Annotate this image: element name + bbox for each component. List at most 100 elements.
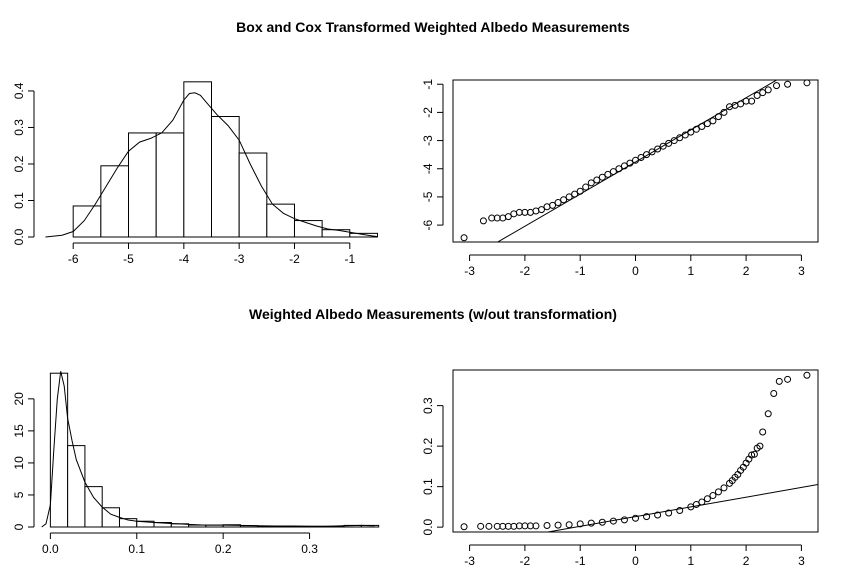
y-tick-label: 15 [12, 424, 26, 438]
y-tick-label: 0.2 [12, 155, 26, 172]
qq-point [756, 442, 764, 450]
qq-point [604, 170, 612, 178]
top-title: Box and Cox Transformed Weighted Albedo … [236, 19, 630, 35]
histogram-bar [155, 132, 185, 238]
plot-box [452, 79, 819, 243]
y-tick-label: 20 [12, 392, 26, 406]
qq-point [648, 148, 656, 156]
histogram-bar [321, 229, 351, 238]
x-tick-label: -6 [68, 252, 79, 266]
qq-point [554, 199, 562, 207]
qq-point [687, 503, 695, 511]
histogram-bar [183, 81, 213, 238]
x-tick-label: 1 [687, 554, 694, 568]
qq-point [784, 80, 792, 88]
qq-point [709, 117, 717, 125]
x-tick-label: 0.3 [301, 542, 318, 556]
qq-point [709, 492, 717, 500]
histogram-bar [266, 203, 295, 238]
x-tick-label: 3 [798, 554, 805, 568]
histogram-bar [84, 486, 103, 528]
qq-point [587, 179, 595, 187]
qq-point [703, 495, 711, 503]
qq-point [598, 518, 606, 526]
qq-point [582, 183, 590, 191]
qq-point [654, 145, 662, 153]
y-tick-label: -4 [421, 163, 435, 174]
qq-point [460, 523, 468, 531]
qq-point [748, 97, 756, 105]
qq-point [485, 522, 493, 530]
qq-point [720, 108, 728, 116]
qq-point [753, 91, 761, 99]
density-curve [45, 92, 378, 238]
qq-point [609, 168, 617, 176]
y-tick-label: -5 [421, 191, 435, 202]
qq-point [620, 516, 628, 524]
y-tick-label: 0.4 [12, 82, 26, 99]
qq-point [676, 134, 684, 142]
qq-point [659, 142, 667, 150]
qq-point [714, 488, 722, 496]
qq-point [764, 410, 772, 418]
y-tick-label: -3 [421, 135, 435, 146]
qq-point [460, 234, 468, 242]
qq-point [554, 521, 562, 529]
qq-point [665, 509, 673, 517]
x-tick-label: 2 [743, 554, 750, 568]
qq-point [759, 89, 767, 97]
qq-point [803, 79, 811, 87]
qq-reference-line [496, 80, 778, 242]
qq-point [626, 159, 634, 167]
qq-point [477, 522, 485, 530]
x-tick-label: -2 [520, 264, 531, 278]
histogram-bar [100, 165, 130, 238]
qq-point [737, 100, 745, 108]
qq-point [670, 137, 678, 145]
x-tick-label: -2 [520, 554, 531, 568]
qq-point [698, 122, 706, 130]
y-tick-label: 0.1 [12, 192, 26, 209]
qq-point [775, 377, 783, 385]
plot-box [452, 369, 819, 533]
x-tick-label: -5 [123, 252, 134, 266]
qq-point [543, 522, 551, 530]
qq-point [698, 498, 706, 506]
qq-point [748, 451, 756, 459]
qq-point [565, 193, 573, 201]
histogram-bar [293, 220, 323, 238]
qq-point [560, 196, 568, 204]
qq-point [637, 153, 645, 161]
qq-point [665, 139, 673, 147]
qq-point [632, 156, 639, 164]
qq-point [479, 217, 487, 225]
qq-point [615, 165, 623, 173]
histogram-bar [72, 205, 102, 238]
qq-point [720, 484, 728, 492]
qq-reference-line [545, 484, 818, 532]
x-tick-label: 0.1 [128, 542, 145, 556]
qq-point [576, 187, 584, 195]
histogram-bar [238, 152, 268, 238]
y-tick-label: -2 [421, 107, 435, 118]
hist-transformed-panel: -6 -5 -4 -3 -2 -1 0.0 0.1 0.2 0.3 0.4 [12, 81, 378, 266]
qq-point [803, 371, 811, 379]
y-tick-label: 0.2 [421, 437, 435, 454]
qq-point [504, 213, 512, 221]
qq-point [598, 173, 606, 181]
qq-point [692, 125, 700, 133]
x-tick-label: -3 [234, 252, 245, 266]
qq-point [773, 82, 781, 90]
hist-raw-panel: 0.0 0.1 0.2 0.3 0 5 10 15 20 [12, 371, 380, 556]
histogram-bar [101, 507, 120, 528]
x-tick-label: -3 [464, 264, 475, 278]
x-tick-label: -1 [575, 554, 586, 568]
x-tick-label: 0 [632, 264, 639, 278]
qq-point [770, 389, 778, 397]
y-tick-label: 0.0 [12, 228, 26, 245]
qq-point [620, 162, 628, 170]
y-tick-label: -1 [421, 79, 435, 90]
bottom-title: Weighted Albedo Measurements (w/out tran… [249, 306, 617, 322]
qq-point [587, 519, 595, 527]
qq-point [537, 206, 545, 214]
